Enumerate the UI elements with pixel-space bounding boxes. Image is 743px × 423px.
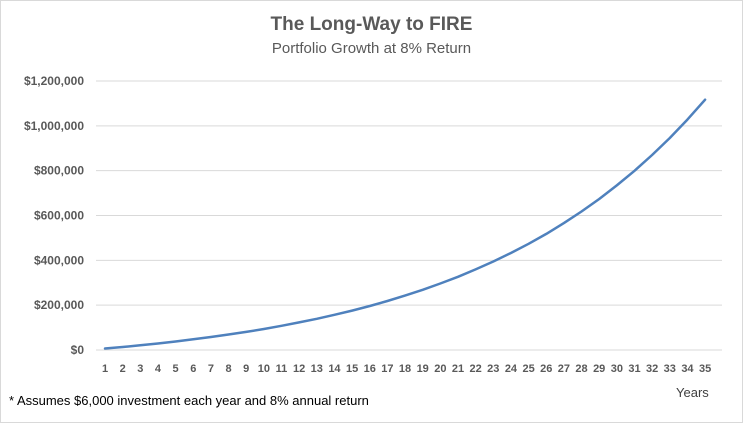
chart-footnote: * Assumes $6,000 investment each year an…: [9, 393, 369, 408]
gridlines: [96, 80, 722, 351]
x-tick-label: 17: [381, 363, 393, 375]
x-tick-label: 11: [276, 363, 288, 375]
y-tick-label: $600,000: [34, 209, 84, 223]
x-tick-label: 9: [243, 363, 249, 375]
x-tick-label: 24: [505, 363, 518, 375]
x-tick-label: 2: [120, 363, 126, 375]
x-tick-label: 12: [293, 363, 305, 375]
y-tick-label: $400,000: [34, 253, 84, 267]
x-axis-label: Years: [676, 385, 709, 400]
x-tick-label: 34: [681, 363, 694, 375]
y-tick-label: $1,000,000: [24, 119, 84, 133]
x-tick-label: 27: [558, 363, 570, 375]
y-tick-label: $0: [71, 343, 85, 357]
x-tick-label: 35: [699, 363, 711, 375]
x-tick-label: 26: [540, 363, 552, 375]
x-tick-label: 13: [311, 363, 323, 375]
x-tick-label: 6: [190, 363, 196, 375]
x-tick-label: 25: [522, 363, 534, 375]
x-tick-label: 14: [328, 363, 341, 375]
x-tick-label: 16: [364, 363, 376, 375]
y-tick-label: $200,000: [34, 298, 84, 312]
x-tick-label: 4: [155, 363, 162, 375]
x-tick-label: 20: [434, 363, 446, 375]
x-tick-label: 29: [593, 363, 605, 375]
x-tick-label: 3: [137, 363, 143, 375]
x-tick-label: 23: [487, 363, 499, 375]
y-tick-label: $1,200,000: [24, 74, 84, 88]
x-axis-ticks: 1 2 3 4 5 6 7 8 9 10 11 12 13 14 15 16 17 18 19 20 21 22 23 24 2…: [102, 363, 711, 375]
x-tick-label: 7: [208, 363, 214, 375]
series-line: [103, 98, 707, 350]
x-tick-label: 19: [417, 363, 429, 375]
x-tick-label: 32: [646, 363, 658, 375]
x-tick-label: 8: [225, 363, 231, 375]
chart-title: The Long-Way to FIRE: [270, 14, 473, 35]
x-tick-label: 28: [575, 363, 587, 375]
series-layer: [103, 98, 707, 350]
x-tick-label: 10: [258, 363, 270, 375]
x-tick-label: 22: [470, 363, 482, 375]
x-tick-label: 5: [173, 363, 179, 375]
x-tick-label: 31: [628, 363, 640, 375]
x-tick-label: 30: [611, 363, 623, 375]
x-tick-label: 18: [399, 363, 411, 375]
chart-subtitle: Portfolio Growth at 8% Return: [271, 40, 472, 57]
x-tick-label: 1: [102, 363, 108, 375]
x-tick-label: 21: [452, 363, 464, 375]
x-tick-label: 15: [346, 363, 358, 375]
y-axis-ticks: $0 $200,000 $400,000 $600,000 $800,000 $1,000…: [24, 74, 84, 357]
y-tick-label: $800,000: [34, 164, 84, 178]
x-tick-label: 33: [664, 363, 676, 375]
